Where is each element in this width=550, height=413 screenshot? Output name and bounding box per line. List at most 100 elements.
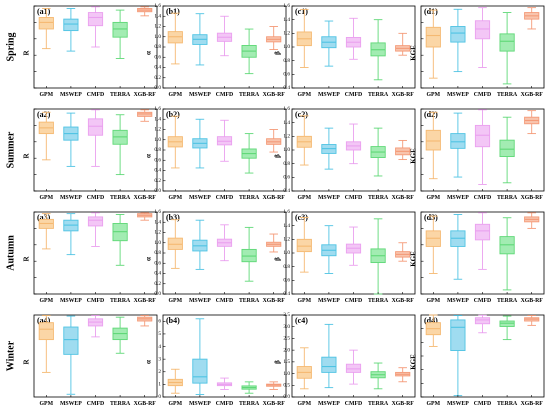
box-mswep — [192, 13, 208, 66]
y-axis-label: α — [145, 360, 153, 364]
y-axis-label: β — [274, 257, 282, 261]
y-tick-label: 0.0 — [154, 85, 161, 91]
y-tick-label: 1.0 — [283, 250, 290, 256]
y-tick-label: 4 — [158, 344, 161, 350]
category-label-gpm: GPM — [427, 195, 441, 201]
category-label-cmfd: CMFD — [345, 401, 362, 407]
box-terra — [370, 218, 386, 295]
box-mswep — [192, 118, 208, 169]
category-label-cmfd: CMFD — [216, 401, 233, 407]
box-gpm — [38, 8, 54, 50]
category-label-cmfd: CMFD — [474, 195, 491, 201]
box-xgb-rf — [395, 242, 411, 262]
box-gpm — [167, 368, 183, 394]
category-label-mswep: MSWEP — [189, 298, 211, 304]
y-axis-label: R — [23, 50, 31, 56]
y-tick-label: 1.0 — [283, 44, 290, 50]
y-tick-label: 1.2 — [283, 237, 290, 243]
iqr-box — [474, 20, 491, 40]
box-cmfd — [216, 377, 233, 390]
y-tick-label: 0.0 — [154, 291, 161, 297]
panel-b2: 0.0 0.2 0.4 0.6 0.8 1.0 1.2 1.4 1.6 α (b2) GPM MSWEP… — [145, 106, 287, 201]
panel-label: (a1) — [37, 7, 51, 16]
category-label-gpm: GPM — [40, 298, 54, 304]
iqr-box — [296, 238, 312, 253]
category-label-gpm: GPM — [427, 92, 441, 98]
box-gpm — [296, 8, 312, 68]
panel-d4: KGE (d4) GPM MSWEP CMFD TERRA XGB-RF — [410, 314, 545, 407]
category-label-gpm: GPM — [427, 401, 441, 407]
category-label-terra: TERRA — [239, 298, 260, 304]
box-terra — [112, 9, 128, 59]
box-mswep — [63, 315, 79, 395]
box-mswep — [63, 213, 79, 256]
category-label-xgb-rf: XGB-RF — [263, 298, 286, 304]
category-label-gpm: GPM — [40, 195, 54, 201]
box-gpm — [167, 219, 183, 269]
y-tick-label: 1.6 — [283, 209, 290, 215]
panel-a1: R (a1) GPM MSWEP CMFD TERRA XGB-RF — [23, 5, 158, 98]
y-tick-label: 0.4 — [154, 65, 161, 71]
category-label-mswep: MSWEP — [189, 195, 211, 201]
category-label-xgb-rf: XGB-RF — [134, 401, 157, 407]
y-tick-label: 0.8 — [283, 58, 290, 64]
box-cmfd — [474, 314, 491, 334]
y-tick-label: 0.4 — [283, 85, 290, 91]
y-axis-label: α — [145, 51, 153, 55]
category-label-terra: TERRA — [239, 401, 260, 407]
y-tick-label: 1.6 — [154, 209, 161, 215]
box-terra — [241, 133, 257, 174]
y-tick-label: 1.5 — [283, 359, 290, 365]
box-mswep — [192, 318, 208, 395]
y-axis-label: KGE — [410, 45, 418, 61]
category-label-cmfd: CMFD — [87, 92, 104, 98]
box-terra — [499, 116, 515, 184]
category-label-mswep: MSWEP — [318, 195, 340, 201]
category-label-cmfd: CMFD — [216, 298, 233, 304]
panel-c3: 0.40.60.81.01.21.41.6β(c3)GPM MSWEP CMFD TE… — [274, 209, 416, 304]
iqr-box — [87, 216, 104, 227]
panel-b3: 0.0 0.2 0.4 0.6 0.8 1.0 1.2 1.4 1.6 α (b3) GPM MSWEP… — [145, 209, 287, 304]
panel-c4: 0.0 0.5 1.0 1.5 2.0 2.5 3.0 3.5 β (c4) GPM MSWEP CMF… — [274, 312, 416, 407]
box-mswep — [450, 214, 466, 280]
row-label-summer: Summer — [5, 131, 16, 168]
iqr-box — [499, 33, 515, 52]
y-tick-label: 1.6 — [154, 106, 161, 112]
y-axis-label: KGE — [410, 354, 418, 370]
category-label-mswep: MSWEP — [447, 401, 469, 407]
category-label-mswep: MSWEP — [60, 195, 82, 201]
category-label-mswep: MSWEP — [318, 401, 340, 407]
category-label-mswep: MSWEP — [60, 298, 82, 304]
box-mswep — [450, 315, 466, 397]
panel-b4: 0 1 2 3 4 5 6 α (b4) GPM MSWEP CMFD TERRA XGB-RF — [145, 314, 287, 407]
category-label-terra: TERRA — [239, 92, 260, 98]
iqr-box — [345, 363, 362, 373]
category-label-cmfd: CMFD — [87, 298, 104, 304]
panel-d1: KGE (d1) GPM MSWEP CMFD TERRA XGB-RF — [410, 5, 545, 98]
y-tick-label: 1.2 — [154, 127, 161, 133]
y-tick-label: 0.0 — [283, 394, 290, 400]
y-axis-label: β — [274, 360, 282, 364]
category-label-mswep: MSWEP — [447, 195, 469, 201]
y-tick-label: 5 — [158, 331, 161, 337]
y-tick-label: 1 — [158, 382, 161, 388]
y-tick-label: 1.4 — [283, 17, 290, 23]
y-tick-label: 2.0 — [283, 347, 290, 353]
y-tick-label: 3.0 — [283, 324, 290, 330]
iqr-box — [474, 317, 491, 325]
iqr-box — [87, 118, 104, 136]
iqr-box — [38, 322, 54, 341]
box-cmfd — [87, 212, 104, 247]
category-label-xgb-rf: XGB-RF — [392, 92, 415, 98]
panel-label: (c4) — [295, 316, 308, 325]
category-label-mswep: MSWEP — [447, 298, 469, 304]
panel-label: (c1) — [295, 7, 308, 16]
y-tick-label: 0.2 — [154, 75, 161, 81]
box-mswep — [192, 219, 208, 270]
box-cmfd — [345, 123, 362, 165]
category-label-cmfd: CMFD — [345, 298, 362, 304]
y-tick-label: 1.2 — [283, 31, 290, 37]
box-cmfd — [474, 109, 491, 185]
iqr-box — [425, 26, 441, 48]
